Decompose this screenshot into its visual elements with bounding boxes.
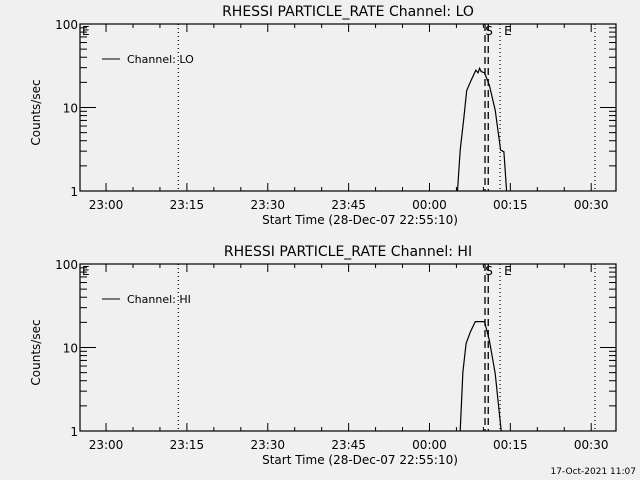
y-tick-label: 10 bbox=[63, 102, 78, 116]
x-tick-label: 00:00 bbox=[412, 198, 447, 212]
x-tick-label: 23:00 bbox=[89, 198, 124, 212]
y-tick-label: 1 bbox=[70, 425, 78, 439]
panel-hi: RHESSI PARTICLE_RATE Channel: HI 23:00 23:… bbox=[29, 244, 617, 467]
y-axis-label: Counts/sec bbox=[29, 79, 43, 145]
x-tick-label: 23:30 bbox=[250, 438, 285, 452]
series-line bbox=[456, 66, 508, 192]
footer-timestamp: 17-Oct-2021 11:07 bbox=[550, 467, 636, 477]
chart-title: RHESSI PARTICLE_RATE Channel: LO bbox=[222, 4, 474, 20]
x-axis-label: Start Time (28-Dec-07 22:55:10) bbox=[262, 213, 458, 227]
x-tick-label: 00:00 bbox=[412, 438, 447, 452]
x-tick-label: 00:15 bbox=[493, 438, 528, 452]
legend-label: Channel: LO bbox=[127, 53, 194, 66]
marker-label-left: E bbox=[82, 264, 90, 278]
x-tick-label: 00:30 bbox=[574, 438, 609, 452]
x-tick-label: 23:30 bbox=[250, 198, 285, 212]
y-tick-label: 100 bbox=[55, 258, 78, 272]
chart-title: RHESSI PARTICLE_RATE Channel: HI bbox=[224, 244, 472, 260]
marker-label: E bbox=[504, 24, 512, 38]
x-tick-label: 00:15 bbox=[493, 198, 528, 212]
y-tick-label: 1 bbox=[70, 185, 78, 199]
series-line bbox=[459, 321, 502, 432]
x-tick-label: 23:00 bbox=[89, 438, 124, 452]
plot-frame bbox=[79, 23, 617, 192]
y-tick-label: 100 bbox=[55, 18, 78, 32]
marker-label-left: E bbox=[82, 24, 90, 38]
x-tick-label: 00:30 bbox=[574, 198, 609, 212]
x-tick-label: 23:15 bbox=[170, 198, 205, 212]
y-axis-label: Counts/sec bbox=[29, 319, 43, 385]
panel-lo: RHESSI PARTICLE_RATE Channel: LO 23:00 23:… bbox=[29, 4, 617, 227]
y-tick-label: 10 bbox=[63, 342, 78, 356]
x-tick-label: 23:45 bbox=[331, 198, 366, 212]
legend-label: Channel: HI bbox=[127, 293, 191, 306]
x-tick-label: 23:45 bbox=[331, 438, 366, 452]
marker-label: S bbox=[485, 24, 493, 38]
x-axis-label: Start Time (28-Dec-07 22:55:10) bbox=[262, 453, 458, 467]
x-tick-label: 23:15 bbox=[170, 438, 205, 452]
marker-label: E bbox=[504, 264, 512, 278]
marker-label: S bbox=[485, 264, 493, 278]
plot-frame bbox=[79, 263, 617, 432]
